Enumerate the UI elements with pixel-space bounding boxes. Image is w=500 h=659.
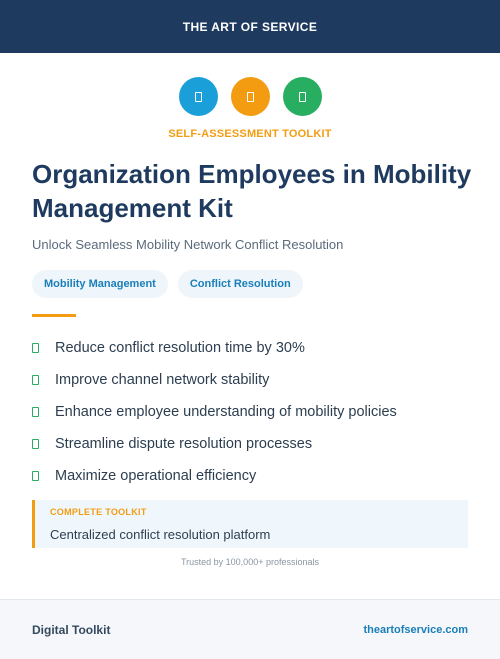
complete-toolkit-callout: COMPLETE TOOLKIT Centralized conflict re… <box>32 500 468 548</box>
benefit-item: Improve channel network stability <box>32 364 472 396</box>
check-icon <box>32 439 39 449</box>
document-icon <box>230 77 270 116</box>
accent-divider <box>32 314 76 317</box>
benefit-item: Reduce conflict resolution time by 30% <box>32 332 472 364</box>
page-subtitle: Unlock Seamless Mobility Network Conflic… <box>32 237 344 252</box>
brand-name: THE ART OF SERVICE <box>182 19 318 34</box>
icon-row <box>0 77 500 116</box>
tag-list: Mobility Management Conflict Resolution <box>32 270 303 298</box>
benefit-list: Reduce conflict resolution time by 30% I… <box>32 332 472 492</box>
trusted-note: Trusted by 100,000+ professionals <box>180 557 319 567</box>
tag-conflict-resolution: Conflict Resolution <box>177 270 303 298</box>
check-icon <box>32 375 39 385</box>
document-icon <box>282 77 322 116</box>
footer-label: Digital Toolkit <box>32 622 111 637</box>
footer: Digital Toolkit theartofservice.com <box>0 599 500 659</box>
benefit-text: Reduce conflict resolution time by 30% <box>55 340 305 356</box>
check-icon <box>32 343 39 353</box>
check-icon <box>32 407 39 417</box>
page-title: Organization Employees in Mobility Manag… <box>32 159 472 223</box>
callout-text: Centralized conflict resolution platform <box>50 527 271 542</box>
benefit-item: Enhance employee understanding of mobili… <box>32 396 472 428</box>
website-link[interactable]: theartofservice.com <box>363 623 468 636</box>
benefit-text: Streamline dispute resolution processes <box>55 436 313 452</box>
document-icon <box>178 77 218 116</box>
top-header-bar: THE ART OF SERVICE <box>0 0 500 53</box>
benefit-item: Maximize operational efficiency <box>32 460 472 492</box>
benefit-text: Improve channel network stability <box>55 372 270 388</box>
benefit-text: Enhance employee understanding of mobili… <box>55 404 397 420</box>
benefit-item: Streamline dispute resolution processes <box>32 428 472 460</box>
callout-label: COMPLETE TOOLKIT <box>50 507 147 517</box>
tag-mobility-management: Mobility Management <box>32 270 168 298</box>
benefit-text: Maximize operational efficiency <box>55 468 257 484</box>
check-icon <box>32 471 39 481</box>
eyebrow-label: SELF-ASSESSMENT TOOLKIT <box>168 128 332 140</box>
